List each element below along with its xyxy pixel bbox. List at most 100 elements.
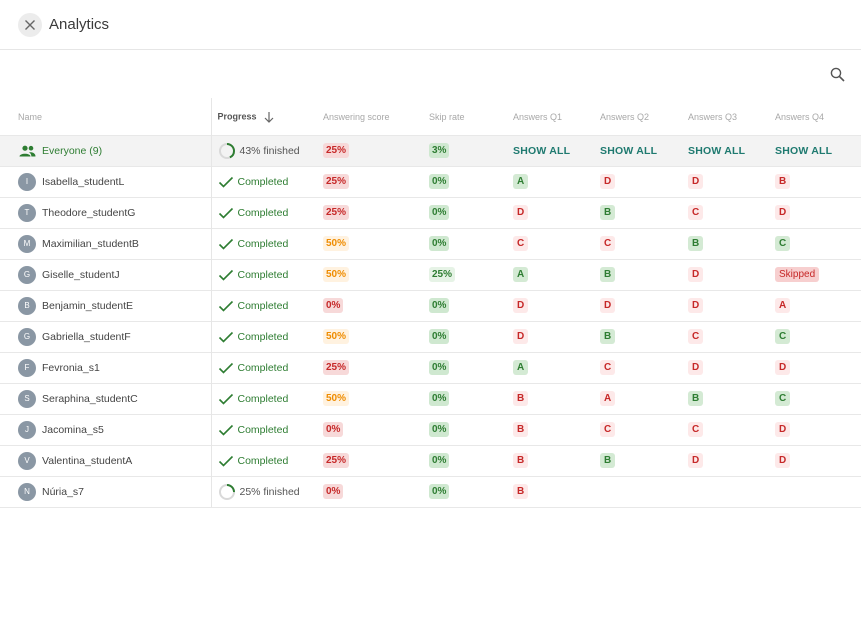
student-name: Benjamin_studentE bbox=[42, 299, 134, 312]
skip-cell: 0% bbox=[429, 227, 513, 259]
progress-text: Completed bbox=[237, 454, 289, 467]
score-cell: 0% bbox=[323, 289, 429, 321]
score-badge: 0% bbox=[323, 422, 344, 437]
table-row[interactable]: M Maximilian_studentB Completed 50% 0% C C B C bbox=[0, 227, 861, 259]
answer-cell-q1: D bbox=[513, 320, 600, 352]
show-all-link[interactable]: SHOW ALL bbox=[513, 144, 571, 157]
avatar: V bbox=[18, 451, 36, 470]
skip-cell: 0% bbox=[429, 165, 513, 197]
table-row[interactable]: B Benjamin_studentE Completed 0% 0% D D D A bbox=[0, 289, 861, 321]
answer-cell-q1: B bbox=[513, 475, 600, 508]
answer-badge: C bbox=[775, 236, 791, 251]
table-row[interactable]: S Seraphina_studentC Completed 50% 0% B A B C bbox=[0, 382, 861, 414]
answer-cell-q4: D bbox=[775, 413, 861, 445]
answer-badge: B bbox=[513, 453, 529, 468]
answer-badge: C bbox=[775, 391, 791, 406]
answer-cell-q1: A bbox=[513, 351, 600, 383]
answer-badge: D bbox=[600, 298, 616, 313]
answer-badge: C bbox=[688, 329, 704, 344]
column-header-q3[interactable]: Answers Q3 bbox=[688, 111, 738, 122]
column-header-name[interactable]: Name bbox=[0, 98, 212, 135]
answer-cell-q3: B bbox=[688, 227, 775, 259]
everyone-label: Everyone (9) bbox=[42, 144, 103, 157]
progress-cell: Completed bbox=[211, 320, 323, 352]
answer-badge: A bbox=[600, 391, 616, 406]
column-header-progress[interactable]: Progress bbox=[211, 98, 323, 135]
student-name-cell: N Núria_s7 bbox=[0, 475, 212, 508]
score-cell: 0% bbox=[323, 475, 429, 508]
page-title: Analytics bbox=[49, 16, 110, 33]
answer-badge: B bbox=[600, 329, 616, 344]
everyone-skip-cell: 3% bbox=[429, 134, 513, 166]
search-icon[interactable] bbox=[829, 66, 847, 84]
answer-cell-q3: D bbox=[688, 444, 775, 476]
avatar: F bbox=[18, 358, 36, 377]
progress-cell: Completed bbox=[211, 351, 323, 383]
table-row[interactable]: T Theodore_studentG Completed 25% 0% D B C D bbox=[0, 196, 861, 228]
show-all-q2[interactable]: SHOW ALL bbox=[600, 134, 688, 166]
check-icon bbox=[218, 424, 233, 436]
skip-cell: 0% bbox=[429, 475, 513, 508]
student-name: Núria_s7 bbox=[42, 485, 85, 498]
analytics-table: Name Progress Answering score Skip rate … bbox=[0, 98, 861, 508]
progress-cell: Completed bbox=[211, 382, 323, 414]
skip-cell: 0% bbox=[429, 413, 513, 445]
column-header-skip[interactable]: Skip rate bbox=[429, 111, 465, 122]
answer-badge: B bbox=[775, 174, 791, 189]
progress-cell: Completed bbox=[211, 165, 323, 197]
header-row: Name Progress Answering score Skip rate … bbox=[0, 98, 861, 135]
show-all-q3[interactable]: SHOW ALL bbox=[688, 134, 775, 166]
column-header-score[interactable]: Answering score bbox=[323, 111, 390, 122]
answer-badge: A bbox=[513, 267, 529, 282]
progress-cell: Completed bbox=[211, 258, 323, 290]
student-name: Gabriella_studentF bbox=[42, 330, 131, 343]
student-name-cell: M Maximilian_studentB bbox=[0, 227, 212, 259]
progress-text: Completed bbox=[237, 299, 289, 312]
table-row[interactable]: G Gabriella_studentF Completed 50% 0% D B C C bbox=[0, 320, 861, 352]
arrow-down-icon[interactable] bbox=[263, 111, 275, 123]
column-header-q4[interactable]: Answers Q4 bbox=[775, 111, 825, 122]
table-row[interactable]: N Núria_s7 25% finished 0% 0% B bbox=[0, 475, 861, 508]
score-badge: 50% bbox=[323, 391, 350, 406]
progress-cell: Completed bbox=[211, 289, 323, 321]
table-row[interactable]: J Jacomina_s5 Completed 0% 0% B C C D bbox=[0, 413, 861, 445]
show-all-link[interactable]: SHOW ALL bbox=[775, 144, 833, 157]
avatar: G bbox=[18, 265, 36, 284]
column-header-q1[interactable]: Answers Q1 bbox=[513, 111, 563, 122]
show-all-q4[interactable]: SHOW ALL bbox=[775, 134, 861, 166]
score-badge: 25% bbox=[323, 143, 350, 158]
check-icon bbox=[218, 238, 233, 250]
score-cell: 25% bbox=[323, 444, 429, 476]
avatar: M bbox=[18, 234, 36, 253]
student-name-cell: G Gabriella_studentF bbox=[0, 320, 212, 352]
table-row[interactable]: I Isabella_studentL Completed 25% 0% A D D B bbox=[0, 165, 861, 197]
answer-cell-q2: D bbox=[600, 289, 688, 321]
show-all-link[interactable]: SHOW ALL bbox=[688, 144, 746, 157]
answer-cell-q2: A bbox=[600, 382, 688, 414]
toolbar bbox=[0, 50, 861, 98]
answer-cell-q1: D bbox=[513, 196, 600, 228]
avatar: G bbox=[18, 327, 36, 346]
table-row[interactable]: F Fevronia_s1 Completed 25% 0% A C D D bbox=[0, 351, 861, 383]
table-row[interactable]: G Giselle_studentJ Completed 50% 25% A B D Skipp… bbox=[0, 258, 861, 290]
column-header-q2[interactable]: Answers Q2 bbox=[600, 111, 650, 122]
progress-text: Completed bbox=[237, 206, 289, 219]
show-all-q1[interactable]: SHOW ALL bbox=[513, 134, 600, 166]
show-all-link[interactable]: SHOW ALL bbox=[600, 144, 658, 157]
answer-badge: D bbox=[775, 360, 791, 375]
student-name: Fevronia_s1 bbox=[42, 361, 100, 374]
table-row[interactable]: V Valentina_studentA Completed 25% 0% B B D D bbox=[0, 444, 861, 476]
progress-text: Completed bbox=[237, 268, 289, 281]
answer-badge: D bbox=[688, 453, 704, 468]
close-button[interactable] bbox=[18, 12, 42, 37]
progress-text: Completed bbox=[237, 175, 289, 188]
progress-cell: Completed bbox=[211, 413, 323, 445]
answer-cell-q2: B bbox=[600, 196, 688, 228]
answer-cell-q3: C bbox=[688, 320, 775, 352]
score-cell: 50% bbox=[323, 258, 429, 290]
everyone-row[interactable]: Everyone (9) 43% finished 25% 3% SHOW AL… bbox=[0, 134, 861, 166]
answer-cell-q4: B bbox=[775, 165, 861, 197]
answer-badge: Skipped bbox=[775, 267, 820, 282]
avatar: J bbox=[18, 420, 36, 439]
check-icon bbox=[218, 393, 233, 405]
